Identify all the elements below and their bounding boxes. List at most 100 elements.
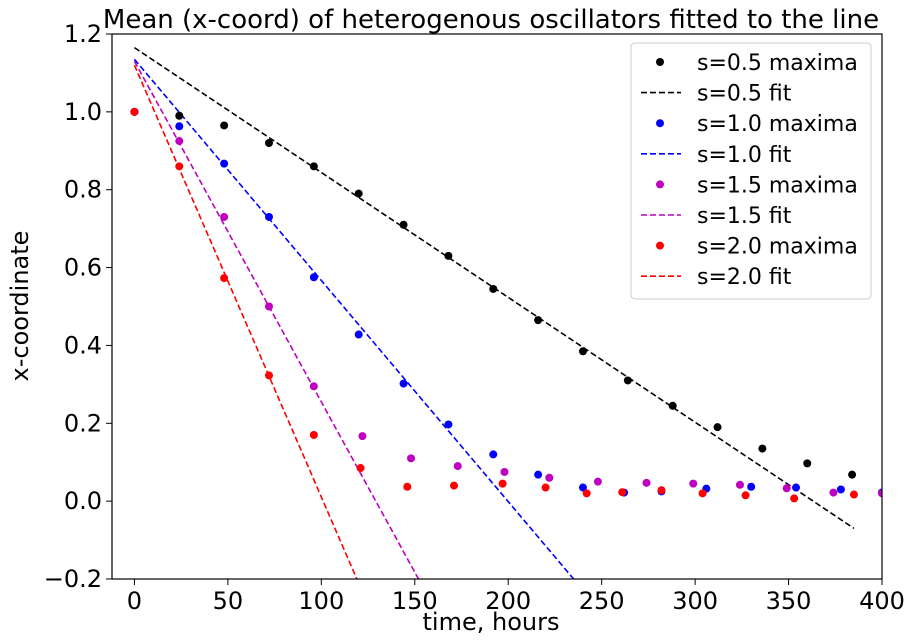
data-point-series-2-8 bbox=[489, 450, 498, 459]
y-tick-label: 0.8 bbox=[64, 176, 102, 204]
x-tick-label: 350 bbox=[766, 587, 812, 615]
data-point-series-0-16 bbox=[848, 470, 857, 479]
data-point-series-4-3 bbox=[264, 302, 273, 311]
legend-label: s=2.0 maxima bbox=[697, 235, 858, 260]
y-tick-label: 0.0 bbox=[64, 487, 102, 515]
legend-label: s=0.5 maxima bbox=[697, 51, 858, 76]
data-point-series-6-14 bbox=[741, 491, 750, 500]
data-point-series-0-7 bbox=[444, 251, 453, 260]
data-point-series-6-10 bbox=[582, 489, 591, 498]
data-point-series-2-15 bbox=[792, 483, 801, 492]
data-point-series-2-6 bbox=[399, 379, 408, 388]
legend-frame bbox=[630, 42, 872, 300]
data-point-series-6-5 bbox=[356, 464, 365, 473]
fit-line-series-3 bbox=[133, 58, 575, 579]
data-point-series-0-6 bbox=[399, 220, 408, 229]
data-point-series-4-16 bbox=[878, 489, 882, 498]
legend-label: s=1.0 maxima bbox=[697, 112, 858, 137]
plot-area bbox=[130, 46, 882, 579]
data-point-series-4-6 bbox=[407, 454, 416, 463]
data-point-series-6-12 bbox=[657, 486, 666, 495]
data-point-series-4-7 bbox=[453, 462, 462, 471]
data-point-series-2-16 bbox=[836, 485, 845, 494]
y-tick-label: 0.2 bbox=[64, 409, 102, 437]
data-point-series-6-6 bbox=[403, 482, 412, 491]
data-point-series-0-12 bbox=[668, 401, 677, 410]
data-point-series-4-8 bbox=[500, 467, 509, 476]
data-point-series-0-15 bbox=[803, 459, 812, 468]
data-point-series-0-10 bbox=[578, 347, 587, 356]
x-tick-label: 50 bbox=[213, 587, 244, 615]
x-tick-label: 0 bbox=[127, 587, 142, 615]
data-point-series-2-10 bbox=[578, 483, 587, 492]
y-tick-label: 0.4 bbox=[64, 331, 102, 359]
data-point-series-6-9 bbox=[541, 483, 550, 492]
data-point-series-0-3 bbox=[264, 139, 273, 147]
legend-marker bbox=[656, 58, 664, 66]
data-point-series-4-9 bbox=[545, 473, 554, 482]
data-point-series-2-1 bbox=[175, 122, 184, 131]
data-point-series-4-13 bbox=[735, 480, 744, 489]
x-tick-label: 250 bbox=[579, 587, 625, 615]
legend-label: s=1.5 maxima bbox=[697, 173, 858, 198]
data-point-series-4-1 bbox=[175, 137, 184, 146]
legend-label: s=1.0 fit bbox=[697, 143, 792, 168]
data-point-series-2-7 bbox=[444, 420, 453, 429]
data-point-series-6-4 bbox=[309, 430, 318, 439]
chart-title: Mean (x-coord) of heterogenous oscillato… bbox=[103, 5, 879, 35]
data-point-series-2-14 bbox=[747, 482, 756, 491]
data-point-series-4-10 bbox=[593, 477, 602, 486]
data-point-series-4-4 bbox=[309, 382, 318, 391]
data-point-series-0-5 bbox=[354, 189, 363, 198]
data-point-series-0-9 bbox=[534, 316, 543, 325]
data-point-series-6-13 bbox=[698, 489, 707, 498]
data-point-series-0-13 bbox=[713, 423, 722, 432]
axes-frame bbox=[111, 33, 883, 580]
y-tick-label: 0.6 bbox=[64, 254, 102, 282]
data-point-series-4-12 bbox=[689, 479, 698, 488]
data-point-series-6-11 bbox=[618, 488, 627, 497]
legend-marker bbox=[656, 180, 664, 189]
data-point-series-4-14 bbox=[782, 484, 791, 493]
x-tick-label: 100 bbox=[298, 587, 344, 615]
data-point-series-2-2 bbox=[220, 159, 229, 168]
legend-label: s=2.0 fit bbox=[697, 265, 792, 290]
y-tick-label: 1.0 bbox=[64, 98, 102, 126]
data-point-series-0-2 bbox=[220, 121, 229, 130]
x-tick-label: 300 bbox=[672, 587, 718, 615]
data-point-series-6-2 bbox=[220, 274, 229, 283]
data-point-series-0-8 bbox=[489, 284, 498, 293]
data-point-series-6-8 bbox=[498, 479, 507, 488]
data-point-series-2-3 bbox=[264, 212, 273, 221]
data-point-series-2-4 bbox=[309, 273, 318, 282]
y-tick-label: −0.2 bbox=[44, 565, 102, 593]
data-point-series-0-11 bbox=[623, 376, 632, 385]
data-point-series-4-15 bbox=[829, 488, 838, 497]
data-point-series-4-2 bbox=[220, 212, 229, 221]
data-point-series-0-14 bbox=[758, 444, 767, 453]
x-tick-label: 150 bbox=[392, 587, 438, 615]
legend: s=0.5 maxima s=0.5 fit s=1.0 maxima s=1.0 f… bbox=[630, 42, 872, 300]
legend-marker bbox=[656, 241, 664, 250]
data-point-series-6-0 bbox=[130, 107, 139, 116]
axis-ticks: 0 50 100 150 200 250 300 350 400 −0.2 0.0 0.2 0.4 0.6… bbox=[44, 20, 905, 615]
data-point-series-6-1 bbox=[175, 162, 184, 171]
legend-marker bbox=[656, 119, 664, 128]
data-point-series-6-15 bbox=[790, 494, 799, 503]
data-point-series-0-1 bbox=[175, 111, 184, 120]
data-point-series-4-5 bbox=[358, 432, 367, 441]
y-axis-label: x-coordinate bbox=[6, 231, 34, 382]
y-tick-label: 1.2 bbox=[64, 20, 102, 48]
data-point-series-4-11 bbox=[642, 478, 651, 487]
data-point-series-6-16 bbox=[849, 490, 858, 499]
data-point-series-6-3 bbox=[264, 371, 273, 380]
data-point-series-2-9 bbox=[534, 470, 543, 479]
x-tick-label: 400 bbox=[859, 587, 905, 615]
data-point-series-6-7 bbox=[450, 481, 459, 490]
x-axis-label: time, hours bbox=[423, 608, 560, 636]
legend-label: s=1.5 fit bbox=[697, 204, 792, 229]
data-point-series-2-5 bbox=[354, 330, 363, 339]
x-tick-label: 200 bbox=[485, 587, 531, 615]
legend-label: s=0.5 fit bbox=[697, 82, 792, 107]
